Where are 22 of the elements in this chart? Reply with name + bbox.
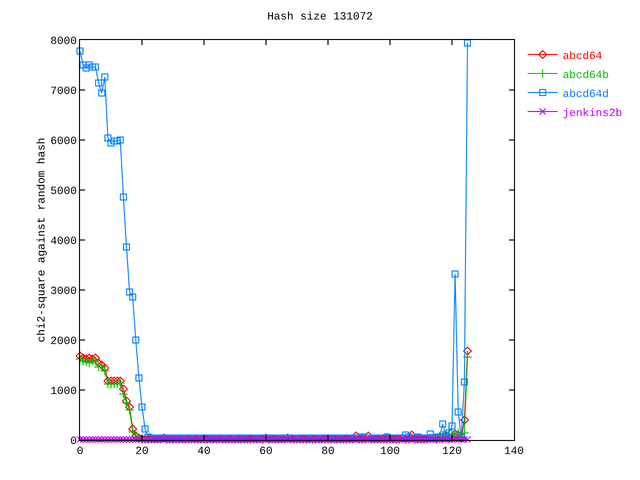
x-tick-label: 60 <box>259 446 273 458</box>
y-tick-label: 0 <box>70 436 77 448</box>
chart-title: Hash size 131072 <box>267 12 373 24</box>
y-tick-label: 4000 <box>50 236 77 248</box>
y-tick-label: 7000 <box>50 86 77 98</box>
y-tick-label: 2000 <box>50 336 77 348</box>
legend-label: jenkins2b <box>562 108 622 120</box>
x-tick-label: 140 <box>504 446 524 458</box>
y-axis-title: chi2-square against random hash <box>36 138 48 342</box>
y-tick-label: 8000 <box>50 36 77 48</box>
legend-label: abcd64 <box>562 50 603 63</box>
legend-label: abcd64d <box>562 88 609 101</box>
x-tick-label: 40 <box>197 446 211 458</box>
y-tick-label: 3000 <box>50 286 77 298</box>
y-tick-label: 1000 <box>50 386 77 398</box>
y-tick-label: 5000 <box>50 186 77 198</box>
x-tick-label: 80 <box>321 446 335 458</box>
legend-label: abcd64b <box>562 70 609 82</box>
x-tick-label: 100 <box>380 446 400 458</box>
x-tick-label: 120 <box>442 446 462 458</box>
x-tick-label: 20 <box>135 446 149 458</box>
y-tick-label: 6000 <box>50 136 77 148</box>
